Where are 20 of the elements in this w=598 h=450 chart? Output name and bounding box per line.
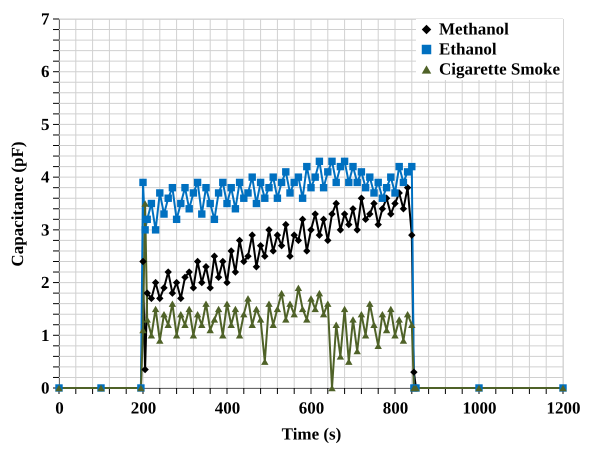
x-tick-label: 200 [130, 398, 156, 418]
y-tick-label: 4 [41, 168, 50, 187]
y-tick-label: 0 [41, 378, 50, 398]
y-tick-label: 3 [41, 220, 50, 240]
x-tick-label: 800 [382, 398, 408, 418]
x-tick-label: 600 [298, 398, 324, 418]
x-tick-label: 400 [214, 398, 240, 418]
x-tick-label: 1000 [462, 398, 496, 418]
y-tick-label: 5 [41, 114, 50, 134]
x-axis-title: Time (s) [282, 424, 342, 444]
y-tick-label: 6 [41, 62, 50, 82]
y-tick-label: 7 [41, 10, 50, 28]
legend-label: Methanol [439, 20, 510, 38]
y-tick-label: 1 [41, 326, 50, 345]
legend-label: Cigarette Smoke [439, 60, 560, 78]
x-tick-label: 1200 [546, 398, 580, 418]
x-tick-label: 0 [55, 398, 64, 418]
legend-label: Ethanol [439, 40, 497, 58]
y-axis-title: Capacitance (pF) [8, 141, 27, 267]
y-tick-label: 2 [41, 273, 50, 292]
